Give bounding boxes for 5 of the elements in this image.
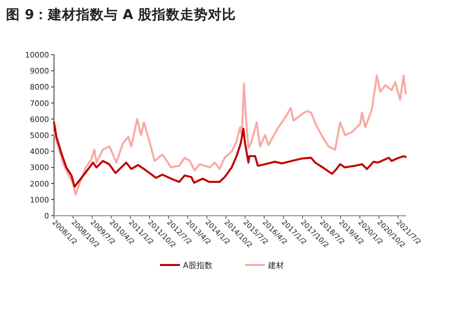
legend-label: A股指数 [183,261,212,270]
line-series [53,121,407,188]
chart-title: 图 9：建材指数与 A 股指数走势对比 [6,7,236,23]
line-series [53,74,407,196]
legend-label: 建材 [267,261,284,270]
